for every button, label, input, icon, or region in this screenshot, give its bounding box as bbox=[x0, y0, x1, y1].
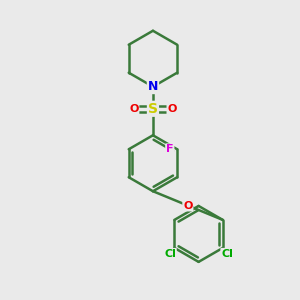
Text: O: O bbox=[167, 104, 177, 114]
Text: O: O bbox=[129, 104, 139, 114]
Text: Cl: Cl bbox=[164, 249, 176, 259]
Text: Cl: Cl bbox=[221, 249, 233, 259]
Text: O: O bbox=[183, 201, 193, 211]
Text: F: F bbox=[166, 144, 174, 154]
Text: N: N bbox=[148, 80, 158, 93]
Text: S: S bbox=[148, 102, 158, 116]
